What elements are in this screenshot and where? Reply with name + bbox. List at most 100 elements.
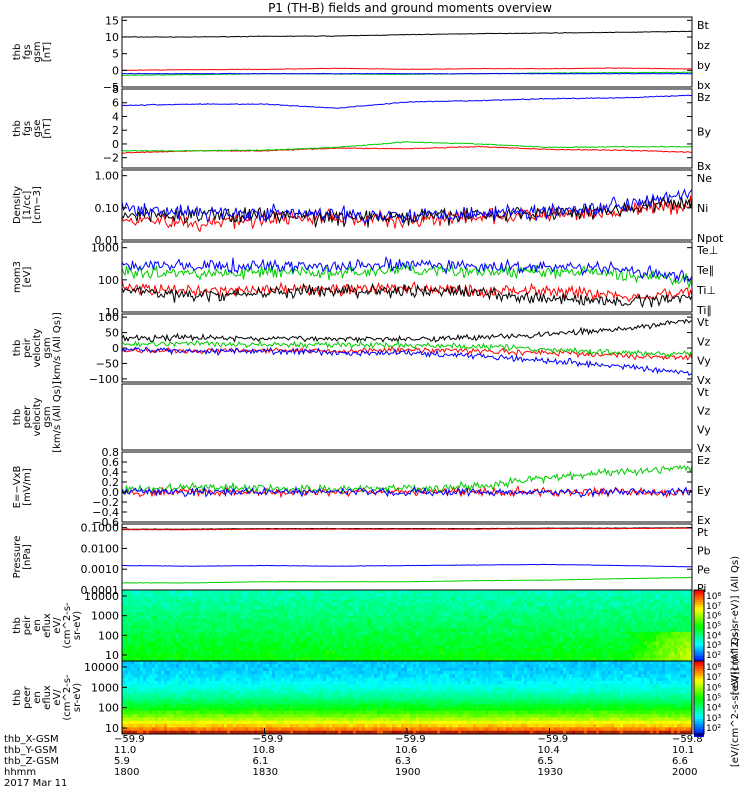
spectrogram-cell	[314, 609, 318, 613]
spectrogram-cell	[389, 609, 393, 613]
spectrogram-cell	[431, 638, 435, 643]
spectrogram-cell	[233, 615, 237, 620]
spectrogram-cell	[464, 661, 468, 665]
spectrogram-cell	[176, 631, 180, 636]
spectrogram-cell	[134, 638, 138, 643]
spectrogram-cell	[290, 615, 294, 620]
spectrogram-cell	[617, 654, 621, 659]
spectrogram-cell	[605, 593, 609, 597]
spectrogram-cell	[497, 612, 501, 617]
spectrogram-cell	[470, 609, 474, 613]
spectrogram-cell	[605, 635, 609, 639]
spectrogram-cell	[527, 648, 531, 652]
spectrogram-cell	[581, 664, 585, 669]
spectrogram-cell	[326, 619, 330, 623]
spectrogram-cell	[203, 625, 207, 630]
spectrogram-cell	[500, 635, 504, 639]
spectrogram-cell	[599, 619, 603, 623]
spectrogram-cell	[401, 609, 405, 613]
spectrogram-cell	[275, 631, 279, 636]
spectrogram-cell	[338, 631, 342, 636]
spectrogram-cell	[689, 657, 693, 662]
spectrogram-cell	[629, 596, 633, 601]
spectrogram-cell	[275, 625, 279, 630]
spectrogram-cell	[455, 619, 459, 623]
spectrogram-cell	[305, 644, 309, 649]
panel-frame	[121, 88, 693, 169]
spectrogram-cell	[389, 590, 393, 594]
spectrogram-cell	[398, 590, 402, 594]
spectrogram-cell	[677, 599, 681, 604]
spectrogram-cell	[128, 638, 132, 643]
spectrogram-cell	[293, 593, 297, 597]
spectrogram-cell	[392, 628, 396, 633]
y-axis-label-line: peir	[22, 337, 33, 357]
spectrogram-cell	[329, 657, 333, 662]
spectrogram-cell	[224, 602, 228, 607]
spectrogram-cell	[395, 648, 399, 652]
spectrogram-cell	[551, 615, 555, 620]
spectrogram-cell	[608, 612, 612, 617]
spectrogram-cell	[605, 622, 609, 626]
spectrogram-cell	[605, 612, 609, 617]
colorbar-step	[694, 621, 704, 625]
spectrogram-cell	[155, 654, 159, 659]
spectrogram-cell	[440, 651, 444, 655]
colorbar-step	[694, 643, 704, 647]
spectrogram-cell	[125, 648, 129, 652]
spectrogram-cell	[182, 644, 186, 649]
spectrogram-cell	[686, 606, 690, 610]
spectrogram-cell	[488, 622, 492, 626]
spectrogram-cell	[449, 615, 453, 620]
spectrogram-cell	[398, 638, 402, 643]
spectrogram-cell	[449, 664, 453, 669]
spectrogram-cell	[374, 667, 378, 672]
spectrogram-cell	[551, 590, 555, 594]
spectrogram-cell	[464, 631, 468, 636]
spectrogram-cell	[572, 638, 576, 643]
spectrogram-cell	[512, 644, 516, 649]
spectrogram-cell	[200, 661, 204, 665]
spectrogram-cell	[437, 599, 441, 604]
spectrogram-cell	[590, 593, 594, 597]
spectrogram-cell	[401, 667, 405, 672]
spectrogram-cell	[383, 615, 387, 620]
spectrogram-cell	[596, 596, 600, 601]
spectrogram-cell	[641, 654, 645, 659]
spectrogram-cell	[311, 635, 315, 639]
spectrogram-cell	[287, 641, 291, 646]
spectrogram-cell	[680, 599, 684, 604]
spectrogram-cell	[251, 641, 255, 646]
panel-frame	[121, 451, 693, 523]
spectrogram-cell	[638, 631, 642, 636]
spectrogram-cell	[461, 612, 465, 617]
spectrogram-cell	[239, 590, 243, 594]
spectrogram-cell	[335, 638, 339, 643]
spectrogram-cell	[425, 651, 429, 655]
spectrogram-cell	[509, 625, 513, 630]
spectrogram-cell	[137, 602, 141, 607]
spectrogram-cell	[497, 654, 501, 659]
spectrogram-cell	[662, 664, 666, 669]
spectrogram-cell	[584, 625, 588, 630]
spectrogram-cell	[542, 599, 546, 604]
spectrogram-cell	[425, 644, 429, 649]
spectrogram-cell	[293, 622, 297, 626]
spectrogram-cell	[500, 615, 504, 620]
spectrogram-cell	[194, 625, 198, 630]
spectrogram-cell	[329, 667, 333, 672]
spectrogram-cell	[599, 644, 603, 649]
spectrogram-cell	[689, 644, 693, 649]
spectrogram-cell	[536, 631, 540, 636]
spectrogram-cell	[233, 602, 237, 607]
spectrogram-cell	[671, 644, 675, 649]
spectrogram-cell	[131, 644, 135, 649]
spectrogram-cell	[413, 651, 417, 655]
y-tick-label: 2	[112, 124, 119, 137]
spectrogram-cell	[350, 622, 354, 626]
spectrogram-cell	[239, 651, 243, 655]
spectrogram-cell	[656, 648, 660, 652]
spectrogram-cell	[179, 664, 183, 669]
spectrogram-cell	[470, 641, 474, 646]
spectrogram-cell	[122, 651, 126, 655]
